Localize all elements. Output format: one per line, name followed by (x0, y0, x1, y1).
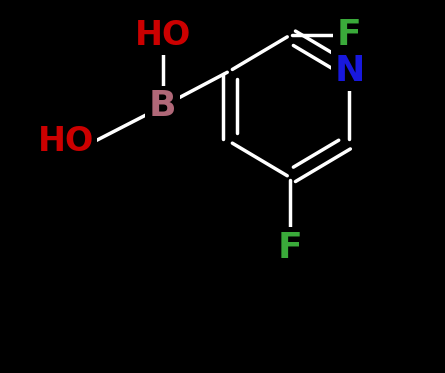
Text: F: F (277, 231, 302, 265)
Text: N: N (334, 54, 364, 88)
Text: HO: HO (135, 19, 191, 52)
Text: HO: HO (37, 125, 94, 158)
Text: F: F (337, 18, 362, 53)
Text: HO: HO (37, 125, 94, 158)
Text: F: F (277, 231, 302, 265)
Text: HO: HO (135, 19, 191, 52)
Text: B: B (149, 89, 177, 123)
Text: N: N (334, 54, 364, 88)
Text: F: F (337, 18, 362, 53)
Text: B: B (149, 89, 177, 123)
